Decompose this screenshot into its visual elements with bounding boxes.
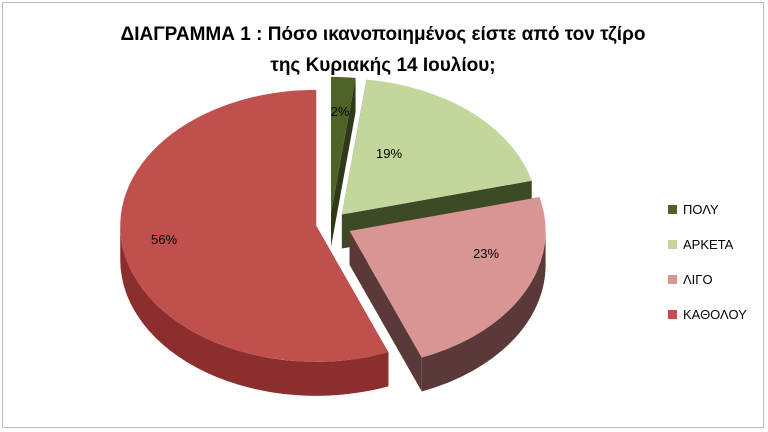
data-label-katholou: 56% — [151, 232, 177, 247]
legend-label-poly: ΠΟΛΥ — [683, 202, 719, 217]
legend-label-ligo: ΛΙΓΟ — [683, 272, 713, 287]
data-label-arketa: 19% — [376, 146, 402, 161]
pie-slice-katholou — [120, 89, 389, 396]
legend-item-poly: ΠΟΛΥ — [668, 192, 747, 227]
data-label-ligo: 23% — [473, 246, 499, 261]
slice-side-wall-poly-1 — [331, 77, 356, 247]
legend-swatch-ligo — [668, 275, 677, 284]
legend: ΠΟΛΥ ΑΡΚΕΤΑ ΛΙΓΟ ΚΑΘΟΛΟΥ — [668, 192, 747, 332]
legend-swatch-arketa — [668, 240, 677, 249]
slice-top-katholou — [120, 89, 389, 362]
slice-top-arketa — [341, 79, 532, 215]
pie-slice-ligo — [349, 197, 546, 392]
data-label-poly: 2% — [331, 104, 350, 119]
legend-item-katholou: ΚΑΘΟΛΟΥ — [668, 297, 747, 332]
legend-swatch-katholou — [668, 310, 677, 319]
slice-rim-katholou-0 — [120, 225, 389, 396]
slice-top-poly — [331, 76, 356, 213]
slice-top-ligo — [349, 197, 546, 358]
legend-label-arketa: ΑΡΚΕΤΑ — [683, 237, 734, 252]
chart-title-line-1: ΔΙΑΓΡΑΜΜΑ 1 : Πόσο ικανοποιημένος είστε … — [120, 24, 646, 45]
slice-rim-ligo-0 — [421, 230, 546, 392]
slice-side-wall-ligo-1 — [349, 230, 422, 392]
chart-title-line-2: της Κυριακής 14 Ιουλίου; — [270, 55, 496, 76]
legend-item-arketa: ΑΡΚΕΤΑ — [668, 227, 747, 262]
legend-item-ligo: ΛΙΓΟ — [668, 262, 747, 297]
legend-label-katholou: ΚΑΘΟΛΟΥ — [683, 307, 747, 322]
pie-slices — [120, 76, 546, 396]
chart-title: ΔΙΑΓΡΑΜΜΑ 1 : Πόσο ικανοποιημένος είστε … — [43, 19, 723, 81]
pie-slice-poly — [331, 76, 356, 247]
legend-swatch-poly — [668, 205, 677, 214]
pie-data-labels: 2% 19% 23% 56% — [151, 104, 499, 261]
